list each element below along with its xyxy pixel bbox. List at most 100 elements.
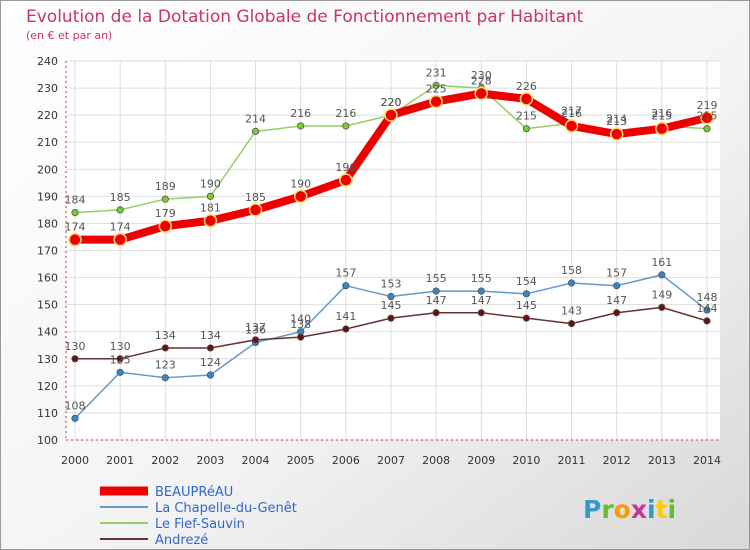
legend-label-0: BEAUPRéAU	[155, 485, 233, 500]
data-label-1: 140	[290, 313, 311, 326]
data-label-3: 138	[290, 318, 311, 331]
x-tick-label: 2005	[287, 454, 315, 467]
data-label-0: 219	[696, 99, 717, 112]
data-point-0	[293, 189, 308, 204]
data-label-3: 145	[380, 299, 401, 312]
data-label-2: 231	[426, 66, 447, 79]
data-point-0	[68, 232, 82, 247]
y-tick-label: 130	[37, 353, 58, 366]
y-tick-label: 210	[37, 136, 58, 149]
data-point-1	[477, 287, 485, 295]
data-point-0	[609, 127, 624, 141]
y-tick-label: 150	[37, 299, 58, 312]
data-point-2	[71, 209, 79, 217]
data-point-3	[387, 314, 395, 322]
data-point-3	[567, 319, 576, 328]
data-label-1: 148	[696, 291, 717, 304]
data-label-2: 185	[110, 191, 131, 204]
y-tick-label: 220	[37, 109, 58, 122]
x-tick-label: 2012	[603, 454, 631, 467]
data-point-0	[474, 86, 489, 101]
y-tick-label: 160	[37, 272, 58, 285]
data-label-1: 125	[110, 353, 131, 366]
data-label-1: 158	[561, 264, 582, 277]
data-label-0: 179	[155, 207, 176, 220]
data-point-2	[161, 195, 169, 203]
data-point-3	[477, 309, 485, 317]
x-tick-label: 2007	[377, 454, 405, 467]
data-point-1	[432, 287, 440, 295]
data-label-0: 225	[426, 83, 447, 96]
x-tick-label: 2011	[558, 454, 586, 467]
data-label-3: 144	[696, 302, 717, 315]
x-tick-label: 2010	[512, 454, 540, 467]
y-tick-label: 190	[37, 190, 58, 203]
x-tick-label: 2003	[196, 454, 224, 467]
data-label-2: 214	[606, 112, 627, 125]
data-label-0: 216	[561, 107, 582, 120]
y-tick-label: 170	[37, 245, 58, 258]
data-label-1: 124	[200, 356, 221, 369]
y-tick-label: 240	[37, 55, 58, 68]
chart-title: Evolution de la Dotation Globale de Fonc…	[26, 7, 584, 27]
x-tick-label: 2009	[467, 454, 495, 467]
data-label-2: 189	[155, 180, 176, 193]
data-label-1: 108	[65, 399, 86, 412]
data-point-2	[522, 125, 531, 133]
data-point-3	[703, 317, 711, 325]
data-label-2: 184	[65, 194, 86, 207]
y-tick-label: 140	[37, 326, 58, 339]
data-point-0	[519, 92, 534, 106]
data-label-2: 190	[200, 177, 221, 190]
data-label-1: 154	[516, 275, 537, 288]
legend-label-3: Andrezé	[155, 533, 208, 548]
data-label-1: 153	[380, 278, 401, 291]
data-point-1	[342, 282, 350, 290]
data-label-2: 216	[335, 107, 356, 120]
data-point-0	[384, 108, 398, 122]
data-label-3: 134	[200, 329, 221, 342]
data-label-2: 217	[561, 104, 582, 117]
data-point-0	[700, 111, 714, 125]
data-label-2: 220	[380, 96, 401, 109]
data-point-1	[658, 271, 666, 279]
data-point-1	[387, 292, 395, 301]
data-label-0: 174	[110, 221, 131, 234]
data-point-2	[432, 81, 440, 89]
proxiti-logo: Proxiti	[583, 495, 676, 524]
data-label-1: 136	[245, 324, 266, 337]
data-point-0	[339, 173, 353, 187]
data-label-0: 215	[651, 110, 672, 123]
x-tick-label: 2001	[106, 454, 134, 467]
data-point-1	[206, 371, 215, 379]
data-point-0	[203, 213, 218, 228]
data-label-1: 155	[426, 272, 447, 285]
data-point-3	[297, 333, 305, 341]
data-label-1: 123	[155, 359, 176, 372]
data-label-3: 147	[606, 294, 627, 307]
data-label-3: 147	[471, 294, 492, 307]
data-label-0: 190	[290, 177, 311, 190]
data-point-3	[342, 325, 350, 333]
data-point-0	[655, 121, 669, 136]
x-tick-label: 2004	[242, 454, 270, 467]
data-point-0	[113, 232, 127, 247]
logo-text: Proxiti	[583, 495, 676, 524]
data-point-1	[71, 414, 79, 422]
plot-area: 100 110 120 130 140 150 160 170 180 190 200 210 220 2…	[37, 55, 721, 467]
data-point-3	[71, 355, 79, 363]
data-point-3	[206, 344, 215, 352]
data-point-3	[116, 355, 124, 363]
y-tick-label: 100	[37, 434, 58, 447]
data-label-2: 215	[696, 110, 717, 123]
x-tick-label: 2006	[332, 454, 360, 467]
data-point-2	[297, 122, 305, 130]
y-tick-label: 230	[37, 82, 58, 95]
data-label-0: 226	[516, 80, 537, 93]
data-label-1: 161	[651, 256, 672, 269]
data-point-0	[248, 203, 263, 217]
data-point-2	[116, 206, 124, 214]
data-point-2	[342, 122, 350, 130]
data-label-1: 157	[606, 267, 627, 280]
